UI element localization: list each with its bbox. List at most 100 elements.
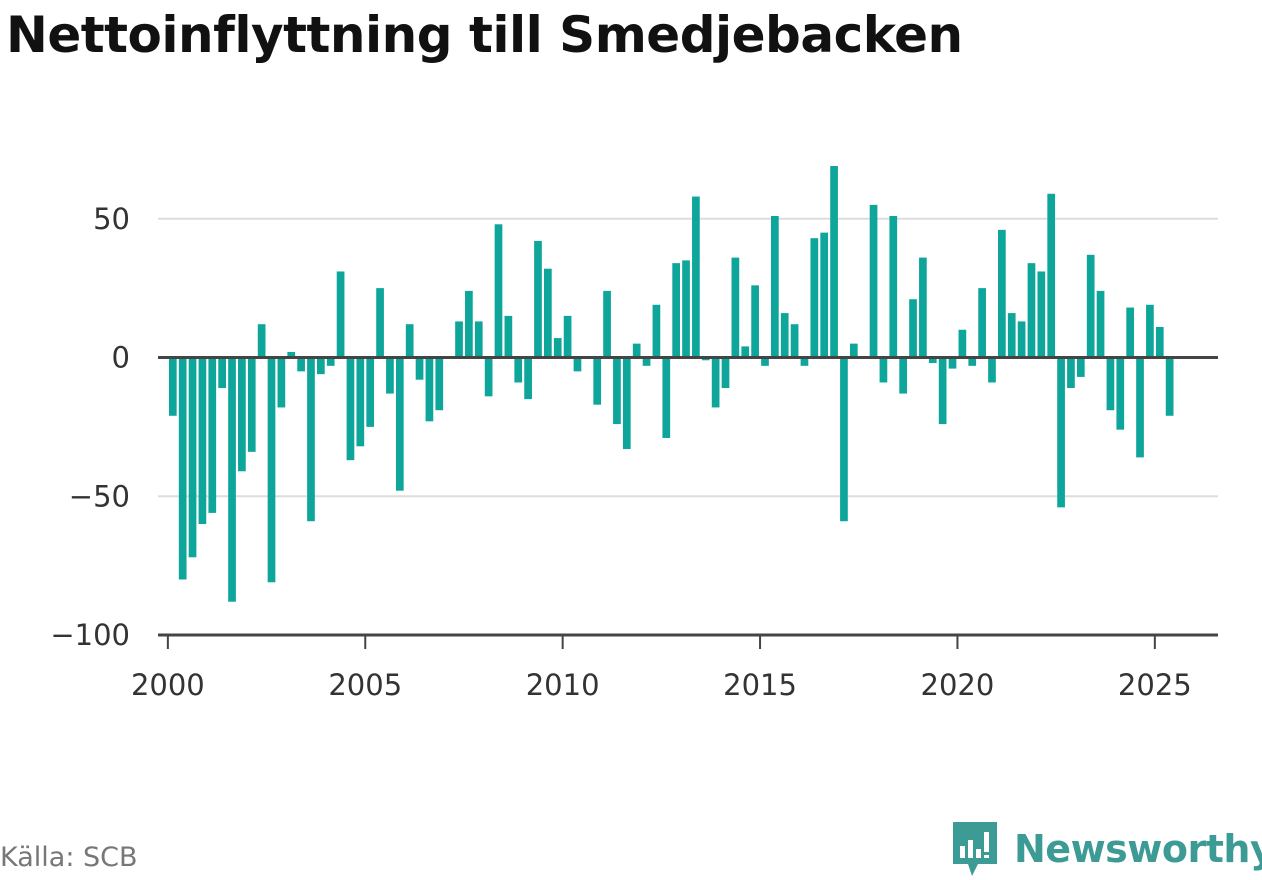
newsworthy-logo-icon [953,822,997,876]
bar [938,357,947,425]
bar [208,357,217,513]
y-tick-label: −50 [69,479,130,513]
bar [869,204,878,358]
axes [158,356,1218,649]
bar [652,304,661,358]
bar [998,229,1006,358]
bar [553,338,562,358]
bar [721,357,730,389]
bar [751,285,759,358]
bar [1136,357,1144,458]
bar [247,357,256,452]
bar [899,357,908,394]
x-tick-label: 2010 [526,668,600,702]
bar [978,288,986,358]
bar [435,357,444,411]
bar [790,324,799,358]
bar [376,288,384,358]
source-note: Källa: SCB [0,842,138,873]
bar [168,357,177,416]
bar [524,357,532,400]
y-tick-label: −100 [50,618,130,652]
bar [356,357,365,447]
bar [1007,313,1016,358]
bar [336,271,345,358]
bar [257,324,266,358]
bar [948,357,957,369]
bar [544,268,552,358]
bar [287,351,296,358]
bar [1037,271,1046,358]
bar [919,257,927,358]
bar [909,299,917,358]
bar [178,357,187,580]
bar [889,215,898,358]
y-tick-label: 50 [93,202,130,236]
x-tick-label: 2020 [921,668,995,702]
bar [1057,357,1065,508]
bar [415,357,424,380]
bar [1067,357,1075,389]
bar [425,357,434,422]
bars [168,166,1174,602]
bar [632,343,641,358]
bar [879,357,888,383]
bar [1076,357,1085,377]
bar [405,324,414,358]
bar [297,357,305,372]
bar [780,313,789,358]
bar [622,357,631,450]
bar [395,357,404,491]
bar [1165,357,1174,416]
bar [731,257,740,358]
bar [830,166,838,358]
bar [1146,304,1154,358]
x-tick-label: 2025 [1118,668,1192,702]
bar [198,357,207,524]
bar [1126,307,1135,358]
bar [968,357,977,366]
brand-logo[interactable]: Newsworthy [950,818,1262,880]
bar [465,290,473,358]
bar [593,357,602,405]
bar [928,357,937,364]
bar [1106,357,1115,411]
bar [840,357,848,522]
bar [642,357,651,366]
bar [474,321,483,358]
bar [484,357,493,397]
bar [563,315,572,358]
bar [1155,326,1164,358]
bar [741,346,750,358]
bar [267,357,276,583]
bar [603,290,611,358]
bar [238,357,246,472]
bar [494,224,503,358]
bar [504,315,513,358]
bar [1096,290,1105,358]
bar [317,357,325,375]
gridlines [158,217,1218,498]
bar [386,357,394,394]
bar [228,357,236,602]
y-tick-label: 0 [112,341,130,375]
bar [849,343,858,358]
bar [800,357,809,366]
bar [455,321,463,358]
x-tick-label: 2015 [723,668,797,702]
bar [573,357,582,372]
bar [711,357,720,408]
bar [307,357,315,522]
x-tick-label: 2000 [131,668,205,702]
bar [682,260,690,358]
bar [366,357,375,427]
bar [761,357,769,366]
bar [1116,357,1125,430]
bar [988,357,996,383]
bar [1027,263,1036,358]
bar [218,357,227,389]
brand-name: Newsworthy [1014,827,1262,871]
bar [662,357,671,438]
chart-title: Nettoinflyttning till Smedjebacken [6,6,963,64]
